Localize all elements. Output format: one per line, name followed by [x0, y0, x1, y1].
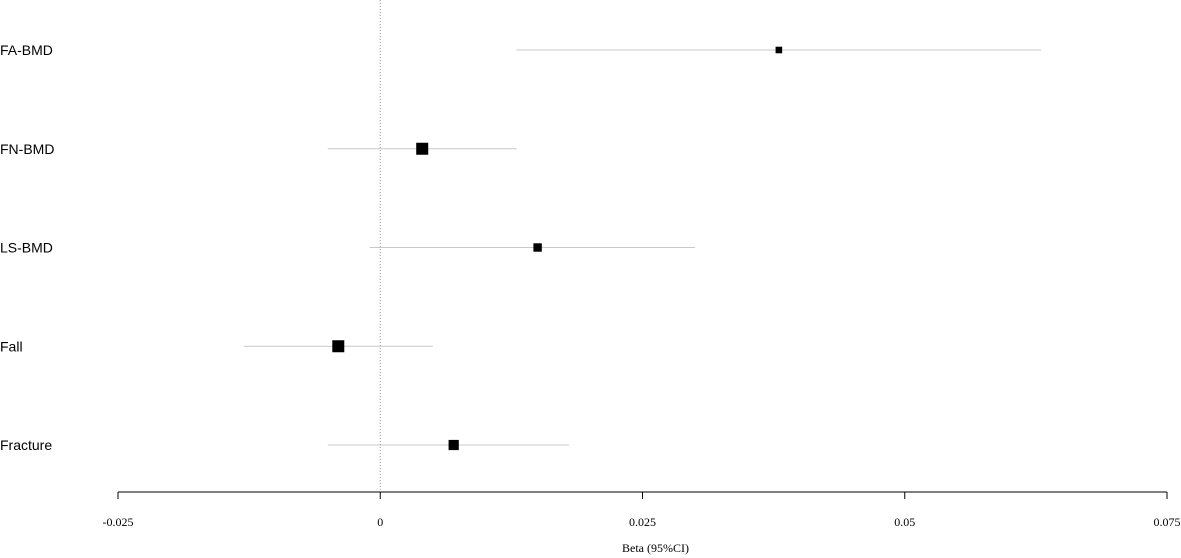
- x-axis-title: Beta (95%CI): [622, 541, 689, 555]
- forest-row: Fall: [0, 338, 433, 354]
- row-label: FN-BMD: [0, 141, 54, 157]
- forest-row: FA-BMD: [0, 42, 1042, 58]
- row-label: LS-BMD: [0, 240, 53, 256]
- point-estimate-marker: [775, 46, 783, 54]
- point-estimate-marker: [448, 439, 459, 451]
- point-estimate-marker: [332, 340, 345, 353]
- point-estimate-marker: [533, 243, 542, 252]
- forest-row: FN-BMD: [0, 141, 517, 157]
- x-tick-label: 0: [377, 515, 383, 529]
- forest-row: Fracture: [0, 437, 570, 453]
- row-label: Fall: [0, 338, 23, 354]
- row-label: FA-BMD: [0, 42, 53, 58]
- forest-rows: FA-BMD FN-BMD LS-BMD Fall Fracture: [0, 42, 1042, 453]
- point-estimate-marker: [416, 142, 429, 155]
- x-axis-ticks: -0.025 0 0.025 0.05 0.075: [103, 492, 1181, 529]
- x-tick-label: 0.05: [894, 515, 915, 529]
- x-tick-label: 0.075: [1154, 515, 1181, 529]
- x-tick-label: 0.025: [629, 515, 656, 529]
- row-label: Fracture: [0, 437, 52, 453]
- forest-row: LS-BMD: [0, 240, 695, 256]
- x-tick-label: -0.025: [103, 515, 134, 529]
